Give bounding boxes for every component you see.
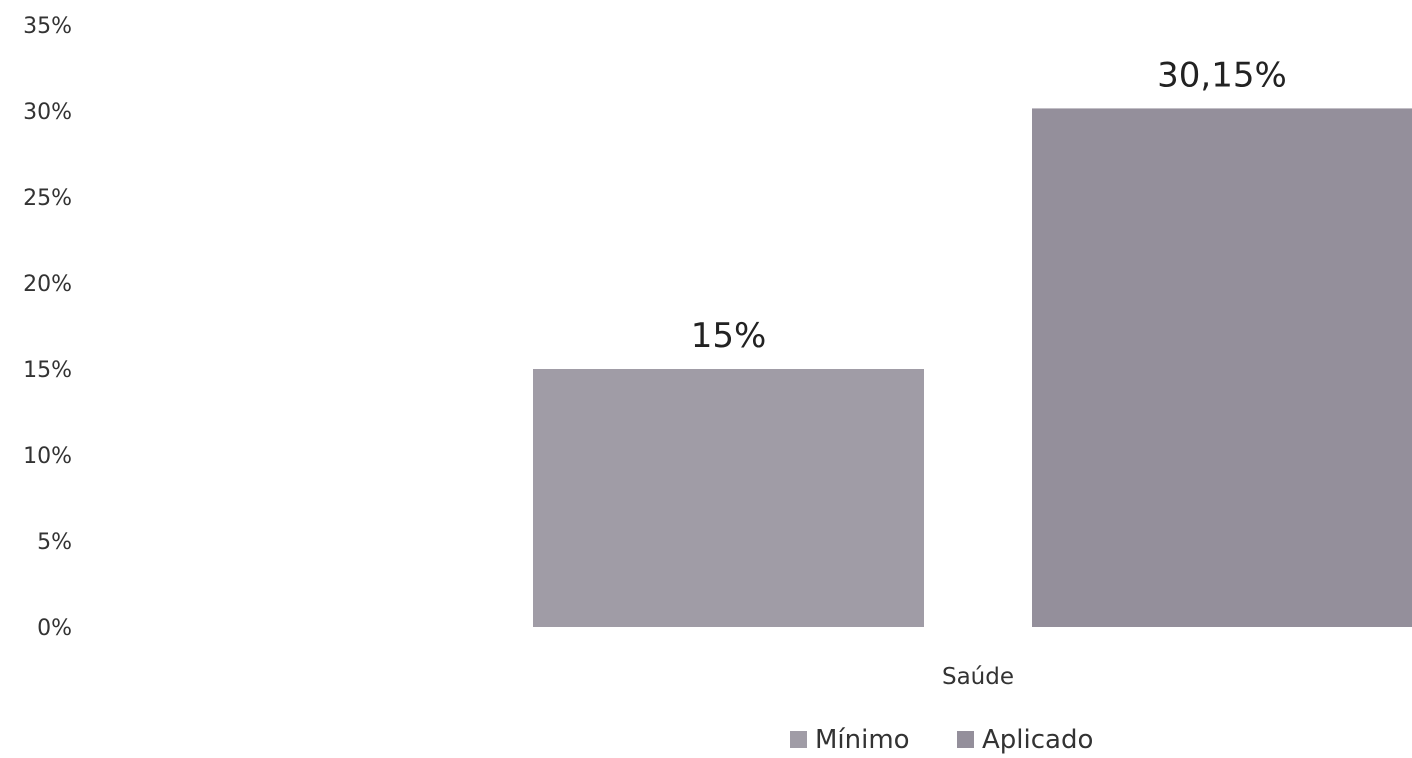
data-label: 15% xyxy=(691,316,767,356)
category-label: Saúde xyxy=(942,664,1014,690)
y-tick-label: 0% xyxy=(37,616,72,641)
legend-swatch xyxy=(957,731,974,748)
y-tick-label: 5% xyxy=(37,530,72,555)
y-tick-label: 20% xyxy=(23,272,72,297)
x-axis: Saúde xyxy=(942,664,1014,690)
data-label: 30,15% xyxy=(1157,55,1287,95)
legend-swatch xyxy=(790,731,807,748)
y-tick-label: 15% xyxy=(23,358,72,383)
y-tick-label: 25% xyxy=(23,186,72,211)
legend-label: Aplicado xyxy=(982,725,1093,755)
y-tick-label: 30% xyxy=(23,100,72,125)
legend-label: Mínimo xyxy=(815,725,910,755)
y-tick-label: 10% xyxy=(23,444,72,469)
y-tick-label: 35% xyxy=(23,14,72,39)
legend: Mínimo Aplicado xyxy=(790,725,1093,755)
bar-minimo xyxy=(533,369,924,627)
plot-area: 15% 30,15% xyxy=(533,55,1412,628)
bar-aplicado xyxy=(1032,108,1412,628)
y-axis: 35% 30% 25% 20% 15% 10% 5% 0% xyxy=(23,14,72,641)
